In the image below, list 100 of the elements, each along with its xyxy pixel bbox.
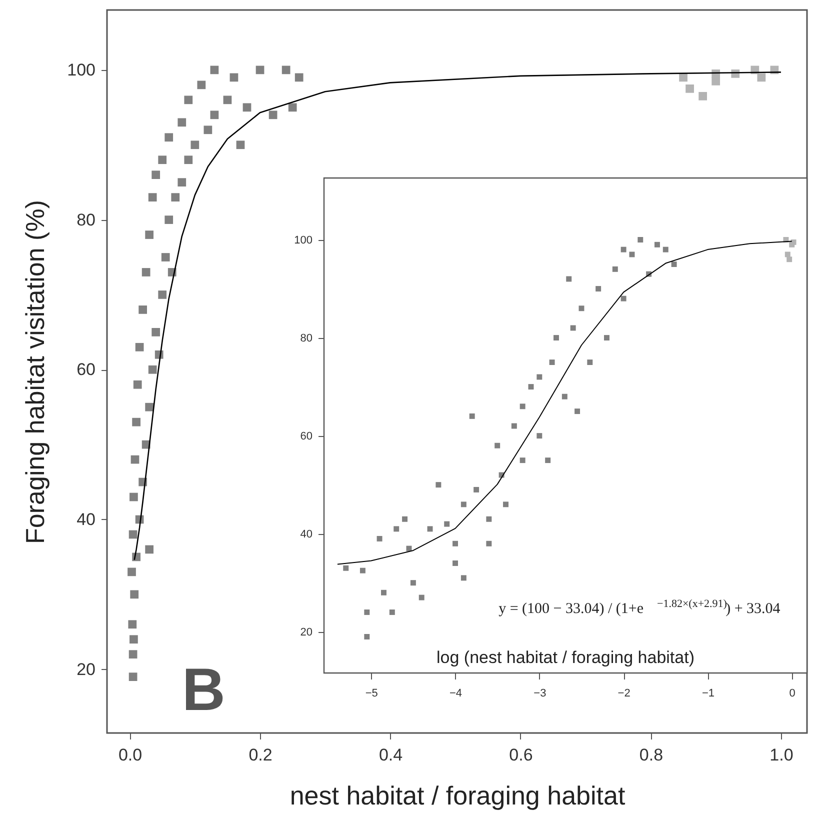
point [376,536,382,542]
point [256,66,264,74]
y-tick-label: 100 [294,234,312,246]
x-tick-label: 0.6 [509,746,533,764]
point [133,380,142,389]
point [128,672,138,681]
point [164,133,174,142]
point [786,256,792,262]
point [528,384,534,390]
x-tick-label: 0.0 [118,746,142,764]
point [171,193,180,202]
point [128,568,136,576]
x-axis-title: log (nest habitat / foraging habitat) [436,648,694,667]
point [638,237,644,242]
y-tick-label: 20 [76,660,96,679]
point [698,92,707,100]
point [210,110,219,120]
point [418,594,424,600]
point [486,540,492,546]
x-tick-label: −5 [365,688,378,700]
point [158,156,167,164]
point [671,262,677,267]
point [545,458,551,464]
point [612,266,618,272]
annotation: B [182,656,226,723]
x-tick-label: 0.2 [248,746,272,764]
point [554,335,559,341]
point [452,560,458,566]
point [427,526,433,532]
point [135,342,144,352]
point [138,306,147,314]
point [629,252,635,258]
point [197,80,206,90]
point [130,492,138,502]
point [268,110,278,120]
point [223,96,232,104]
point [469,413,475,419]
point [460,575,466,581]
point [562,394,568,400]
point [596,286,602,292]
point [184,96,193,104]
point [128,620,137,629]
y-tick-label: 60 [76,360,96,380]
point [236,140,245,150]
point [381,590,386,596]
x-axis-title: nest habitat / foraging habitat [290,780,626,810]
point [364,609,370,615]
point [364,634,370,640]
point [757,73,766,82]
point [389,609,395,615]
point [148,365,157,374]
point [178,118,186,127]
point [242,103,252,112]
line-series [134,72,782,561]
point [128,650,138,659]
point [164,216,174,224]
point [204,126,212,134]
point [452,540,458,546]
x-tick-label: 0.8 [639,746,664,764]
point [503,502,508,508]
point [578,306,584,312]
point [145,545,154,554]
y-axis-title: Foraging habitat visitation (%) [20,200,50,544]
point [620,246,626,252]
point [190,140,200,150]
x-tick-label: 0 [789,688,796,700]
y-tick-label: 40 [76,510,96,529]
point [294,73,304,82]
point [132,418,140,426]
point [620,296,626,302]
point [654,242,660,248]
y-tick-label: 80 [300,332,312,344]
point [436,482,442,488]
point [130,455,140,464]
x-tick-label: −1 [702,688,714,700]
point [574,408,580,414]
point [130,590,139,599]
x-tick-label: −4 [449,688,462,700]
y-tick-label: 100 [67,60,96,80]
y-tick-label: 60 [300,430,312,442]
point [210,66,219,74]
point [158,290,167,299]
point [230,73,238,82]
y-tick-label: 20 [300,626,312,638]
x-tick-label: −2 [618,688,630,700]
point [288,103,297,112]
point [587,360,593,366]
point [520,458,526,464]
point [145,230,154,239]
point [549,360,555,366]
point [184,156,193,164]
point [130,635,138,644]
point [520,404,526,410]
point [161,253,170,262]
y-tick-label: 40 [300,528,312,540]
point [474,486,480,492]
point [360,568,366,574]
x-tick-label: −3 [534,688,546,700]
y-tick-label: 80 [76,210,96,230]
point [178,178,186,187]
